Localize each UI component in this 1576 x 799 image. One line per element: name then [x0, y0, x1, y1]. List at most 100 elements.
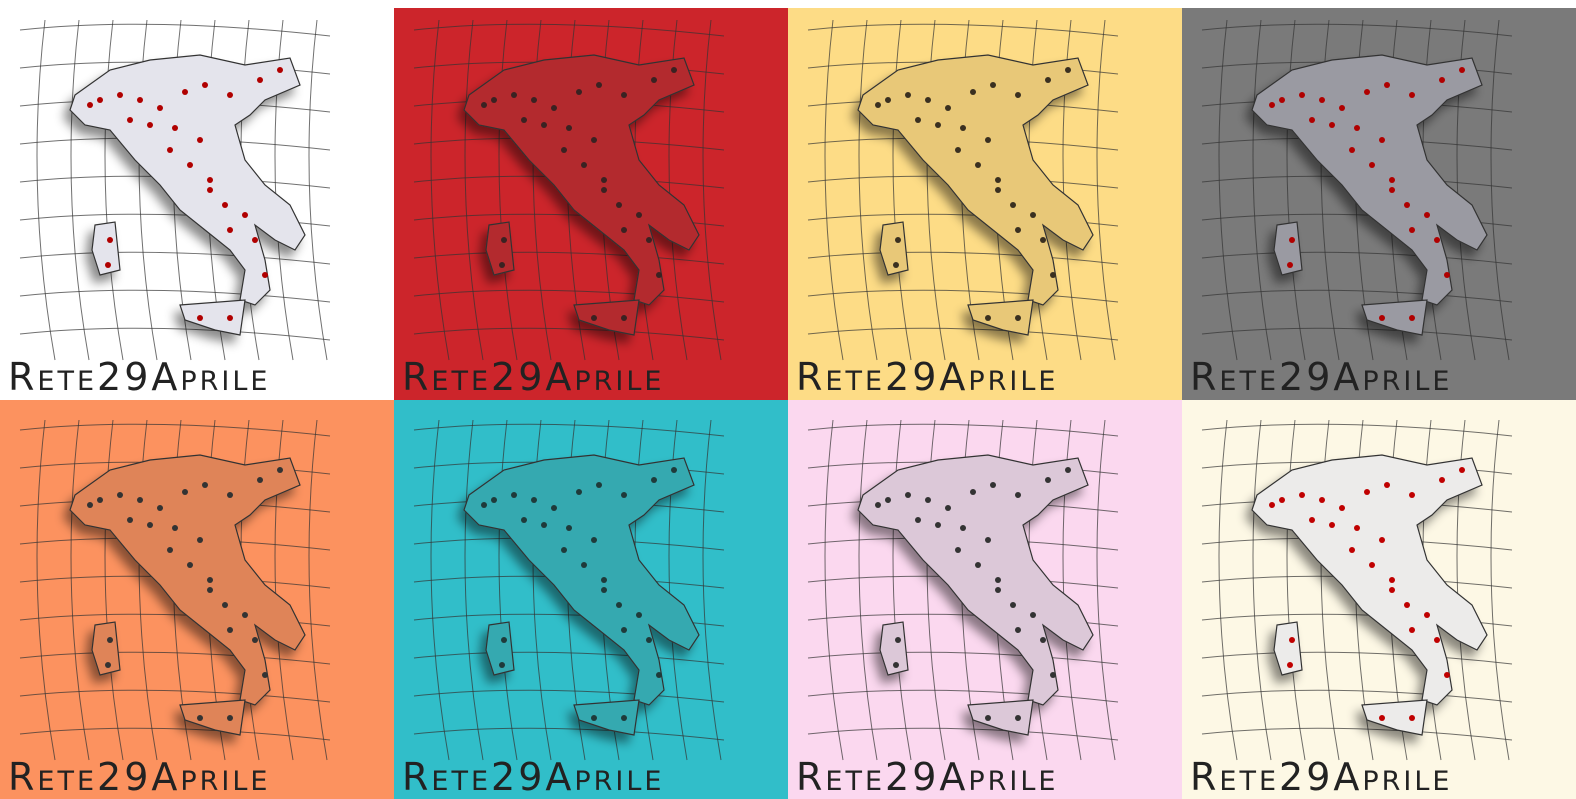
city-dot [1269, 502, 1275, 508]
city-dot [197, 715, 203, 721]
city-dot [621, 492, 627, 498]
logo-tile: Rete29Aprile [788, 400, 1182, 799]
city-dot [197, 137, 203, 143]
city-dot [1389, 587, 1395, 593]
city-dot [227, 92, 233, 98]
city-dot [117, 92, 123, 98]
city-dot [975, 162, 981, 168]
city-dot [1409, 492, 1415, 498]
city-dot [875, 102, 881, 108]
city-dot [576, 489, 582, 495]
city-dot [277, 467, 283, 473]
logo-text: Rete29Aprile [796, 355, 1058, 399]
city-dot [646, 637, 652, 643]
city-dot [581, 162, 587, 168]
city-dot [491, 97, 497, 103]
logo-text: Rete29Aprile [402, 755, 664, 799]
city-dot [885, 497, 891, 503]
city-dot [1040, 237, 1046, 243]
city-dot [1045, 77, 1051, 83]
logo-text: Rete29Aprile [796, 755, 1058, 799]
city-dot [990, 82, 996, 88]
city-dot [1287, 262, 1293, 268]
city-dot [222, 602, 228, 608]
city-dot [1319, 497, 1325, 503]
city-dot [1319, 97, 1325, 103]
city-dot [117, 492, 123, 498]
city-dot [1065, 467, 1071, 473]
city-dot [925, 97, 931, 103]
city-dot [995, 587, 1001, 593]
city-dot [1424, 612, 1430, 618]
city-dot [935, 522, 941, 528]
city-dot [1015, 627, 1021, 633]
city-dot [656, 272, 662, 278]
city-dot [481, 102, 487, 108]
city-dot [257, 477, 263, 483]
logo-collage: Rete29AprileRete29AprileRete29AprileRete… [0, 0, 1576, 799]
city-dot [137, 497, 143, 503]
city-dot [1364, 489, 1370, 495]
city-dot [915, 117, 921, 123]
city-dot [227, 492, 233, 498]
city-dot [227, 627, 233, 633]
city-dot [1040, 637, 1046, 643]
city-dot [1339, 505, 1345, 511]
city-dot [960, 525, 966, 531]
city-dot [541, 522, 547, 528]
logo-tile: Rete29Aprile [0, 400, 394, 799]
city-dot [222, 202, 228, 208]
city-dot [591, 315, 597, 321]
city-dot [202, 82, 208, 88]
city-dot [227, 315, 233, 321]
city-dot [1369, 562, 1375, 568]
city-dot [576, 89, 582, 95]
logo-tile: Rete29Aprile [788, 8, 1182, 408]
city-dot [591, 537, 597, 543]
city-dot [277, 67, 283, 73]
city-dot [1409, 92, 1415, 98]
city-dot [1364, 89, 1370, 95]
city-dot [1015, 715, 1021, 721]
city-dot [1389, 577, 1395, 583]
city-dot [1050, 272, 1056, 278]
city-dot [1030, 212, 1036, 218]
city-dot [1439, 477, 1445, 483]
city-dot [97, 497, 103, 503]
logo-text: Rete29Aprile [1190, 355, 1452, 399]
city-dot [491, 497, 497, 503]
city-dot [1354, 525, 1360, 531]
city-dot [1389, 177, 1395, 183]
city-dot [107, 237, 113, 243]
city-dot [127, 517, 133, 523]
city-dot [970, 489, 976, 495]
city-dot [551, 505, 557, 511]
city-dot [1309, 117, 1315, 123]
city-dot [1379, 137, 1385, 143]
city-dot [521, 117, 527, 123]
city-dot [1379, 715, 1385, 721]
city-dot [531, 97, 537, 103]
city-dot [591, 137, 597, 143]
logo-tile: Rete29Aprile [394, 400, 788, 799]
city-dot [207, 187, 213, 193]
city-dot [1439, 77, 1445, 83]
city-dot [636, 612, 642, 618]
city-dot [157, 505, 163, 511]
city-dot [521, 517, 527, 523]
city-dot [1289, 237, 1295, 243]
city-dot [1045, 477, 1051, 483]
city-dot [601, 187, 607, 193]
city-dot [1065, 67, 1071, 73]
city-dot [561, 547, 567, 553]
city-dot [1309, 517, 1315, 523]
city-dot [172, 525, 178, 531]
city-dot [1459, 67, 1465, 73]
city-dot [87, 102, 93, 108]
city-dot [955, 147, 961, 153]
city-dot [481, 502, 487, 508]
city-dot [616, 202, 622, 208]
city-dot [1349, 547, 1355, 553]
city-dot [242, 212, 248, 218]
city-dot [1434, 237, 1440, 243]
